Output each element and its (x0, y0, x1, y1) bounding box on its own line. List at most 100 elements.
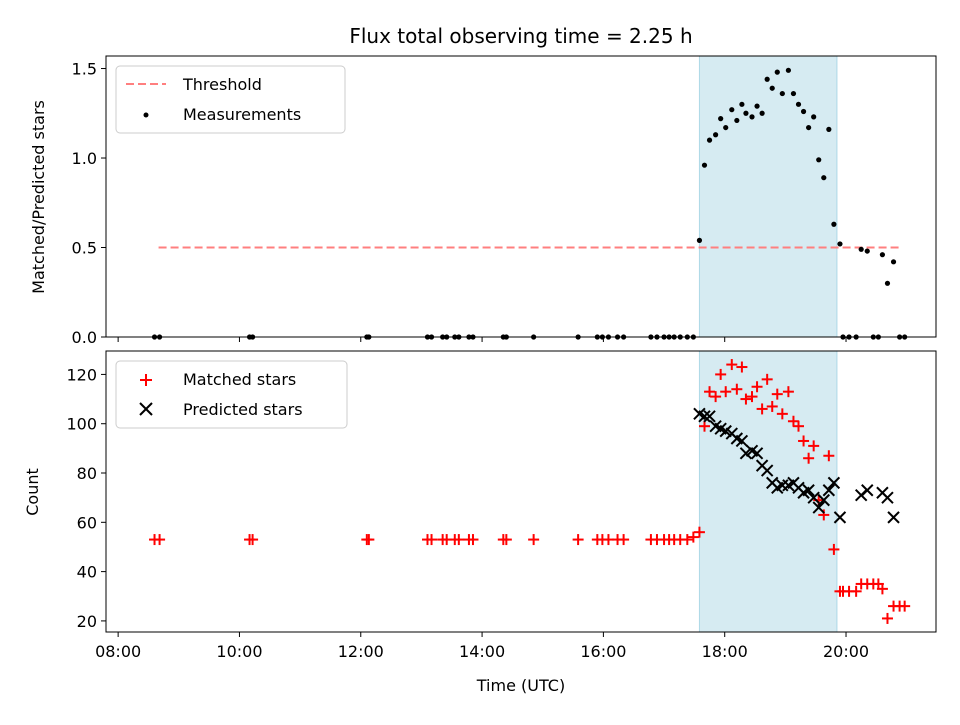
matched-star-point (756, 403, 768, 415)
matched-star-point (453, 534, 465, 546)
measurement-point (718, 116, 724, 122)
matched-star-point (572, 534, 584, 546)
measurement-point (723, 124, 729, 131)
measurement-point (764, 76, 770, 82)
bottom-ytick-label: 20 (77, 612, 97, 631)
bottom-xtick-label: 08:00 (95, 642, 141, 661)
measurement-point (706, 137, 713, 143)
measurement-point (754, 103, 760, 109)
predicted-star-point (827, 476, 841, 490)
predicted-star-point (833, 511, 847, 524)
measurement-point (701, 162, 708, 168)
measurement-point (785, 67, 791, 73)
measurement-point (779, 90, 785, 97)
bottom-xtick-label: 10:00 (216, 642, 262, 661)
predicted-star-point (735, 434, 749, 448)
top-title: Flux total observing time = 2.25 h (349, 24, 692, 48)
top-legend: Threshold Measurements (115, 65, 346, 134)
measurement-point (837, 241, 843, 247)
bottom-xtick-label: 18:00 (702, 642, 748, 661)
top-legend-box (115, 65, 346, 134)
measurement-point (826, 126, 832, 132)
measurement-point (858, 246, 864, 252)
measurement-point (790, 90, 797, 97)
top-ylabel: Matched/Predicted stars (29, 100, 48, 294)
matched-star-point (687, 531, 699, 543)
matched-star-point (808, 440, 820, 452)
legend-matched-marker (140, 374, 152, 386)
matched-star-point (881, 612, 893, 624)
bottom-ytick-label: 100 (66, 415, 97, 434)
bottom-shaded-span (698, 350, 838, 633)
matched-star-point (726, 359, 738, 371)
bottom-xtick-label: 20:00 (823, 642, 869, 661)
bottom-xtick-label: 14:00 (459, 642, 505, 661)
top-ytick-label: 0.5 (72, 239, 97, 258)
matched-star-point (710, 391, 722, 403)
matched-star-point (803, 452, 815, 464)
predicted-star-point (698, 410, 711, 423)
top-shaded-span (698, 55, 838, 338)
predicted-star-point (703, 410, 716, 423)
measurement-point (831, 221, 837, 227)
matched-star-point (776, 408, 788, 420)
legend-predicted-marker (139, 402, 153, 416)
matched-star-point (500, 534, 512, 546)
matched-star-point (426, 534, 438, 546)
matched-star-point (720, 386, 732, 398)
measurement-point (759, 110, 765, 116)
predicted-star-point (817, 493, 830, 507)
matched-star-point (731, 383, 743, 395)
measurement-point (864, 248, 870, 254)
bottom-ytick-label: 40 (77, 563, 97, 582)
measurement-point (774, 69, 780, 75)
bottom-xtick-label: 12:00 (338, 642, 384, 661)
matched-star-point (681, 534, 693, 546)
bottom-legend: Matched stars Predicted stars (115, 360, 348, 429)
matched-star-point (693, 526, 705, 538)
matched-star-point (751, 381, 763, 393)
measurement-point (739, 101, 745, 107)
predicted-star-point (750, 447, 764, 460)
predicted-star-point (861, 484, 874, 497)
predicted-star-point (887, 511, 900, 524)
matched-star-point (823, 450, 835, 462)
predicted-star-point (802, 484, 815, 497)
matched-star-point (698, 420, 710, 432)
matched-star-point (771, 388, 783, 400)
bottom-legend-box (115, 360, 348, 429)
legend-threshold-label: Threshold (182, 75, 262, 94)
measurement-point (713, 132, 719, 138)
measurement-point (879, 252, 886, 258)
matched-star-point (715, 368, 727, 380)
matched-star-point (736, 361, 748, 373)
bottom-axes-frame (105, 350, 937, 633)
matched-star-point (746, 391, 758, 403)
matched-star-point (528, 534, 540, 546)
top-ytick-label: 1.0 (72, 149, 97, 168)
bottom-ytick-label: 120 (66, 365, 97, 384)
bottom-panel: 20 40 60 80 100 120 08:00 10:00 12:00 14:00 16:00… (23, 350, 937, 695)
predicted-star-point (881, 491, 894, 504)
measurement-point (821, 175, 827, 181)
predicted-star-point (760, 464, 774, 477)
matched-star-point (247, 534, 259, 546)
matched-star-point (740, 393, 752, 405)
matched-star-point (899, 600, 911, 612)
bottom-xtick-label: 16:00 (580, 642, 626, 661)
matched-star-point (363, 534, 375, 546)
measurement-point (806, 124, 812, 131)
legend-measurements-label: Measurements (183, 105, 301, 124)
measurement-point (800, 108, 807, 115)
predicted-star-point (812, 501, 825, 514)
legend-matched-label: Matched stars (183, 370, 296, 389)
legend-predicted-label: Predicted stars (183, 400, 303, 419)
matched-star-point (761, 373, 773, 385)
top-panel: 0.0 0.5 1.0 1.5 Flux total observing time =… (29, 24, 937, 347)
top-ytick-label: 0.0 (72, 328, 97, 347)
measurement-point (884, 280, 891, 286)
matched-star-point (798, 435, 810, 447)
measurement-point (696, 237, 703, 243)
matched-star-point (618, 534, 630, 546)
measurement-point (769, 85, 775, 91)
